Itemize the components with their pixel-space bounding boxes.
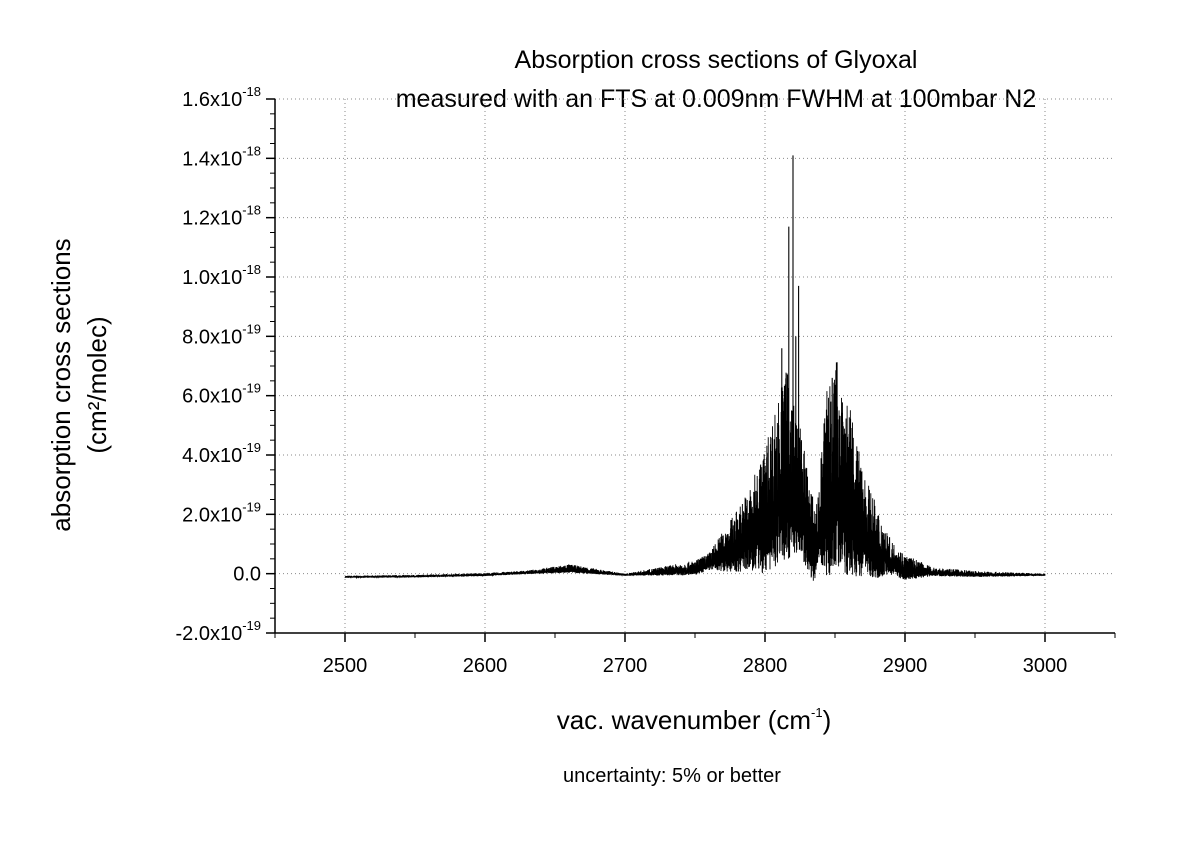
y-tick-exponent: -19 [242, 321, 261, 336]
data-series [344, 155, 1046, 581]
y-tick-label: 1.4x10-18 [182, 143, 261, 170]
y-tick-exponent: -18 [242, 262, 261, 277]
x-tick-labels: 2500 2600 2700 2800 2900 3000 [323, 655, 1068, 677]
x-tick-label: 2900 [883, 655, 928, 677]
axes [266, 98, 1116, 642]
y-tick-mantissa: 6.0x10 [182, 386, 242, 408]
y-tick-label: 1.2x10-18 [182, 203, 261, 230]
x-tick-label: 2800 [743, 655, 788, 677]
y-tick-exponent: -18 [242, 84, 261, 99]
x-axis-label-text: vac. wavenumber (cm [557, 705, 811, 735]
y-tick-mantissa: 1.2x10 [182, 208, 242, 230]
y-tick-label: 1.6x10-18 [182, 84, 261, 111]
x-tick-label: 2700 [603, 655, 648, 677]
y-tick-mantissa: 1.0x10 [182, 267, 242, 289]
y-tick-label: 4.0x10-19 [182, 440, 261, 467]
y-tick-exponent: -19 [242, 618, 261, 633]
y-axis-label-line-1: absorption cross sections [46, 238, 76, 531]
y-tick-label: 6.0x10-19 [182, 381, 261, 408]
y-tick-exponent: -18 [242, 143, 261, 158]
y-tick-mantissa: -2.0x10 [175, 623, 242, 645]
y-tick-label: 2.0x10-19 [182, 499, 261, 526]
grid [275, 98, 1115, 634]
y-tick-mantissa: 0.0 [233, 564, 261, 586]
y-tick-label: 1.0x10-18 [182, 262, 261, 289]
x-axis-label-exponent: -1 [811, 705, 823, 720]
y-tick-mantissa: 2.0x10 [182, 504, 242, 526]
y-tick-exponent: -18 [242, 203, 261, 218]
x-axis-label-close: ) [823, 705, 832, 735]
y-axis-label: absorption cross sections (cm²/molec) [46, 238, 112, 531]
x-axis-label: vac. wavenumber (cm-1) [557, 705, 832, 735]
y-tick-mantissa: 4.0x10 [182, 445, 242, 467]
y-tick-label: -2.0x10-19 [175, 618, 261, 645]
y-axis-label-line-2: (cm²/molec) [82, 316, 112, 453]
y-tick-mantissa: 8.0x10 [182, 326, 242, 348]
y-tick-exponent: -19 [242, 381, 261, 396]
chart-title: Absorption cross sections of Glyoxal [515, 46, 918, 74]
y-tick-mantissa: 1.6x10 [182, 89, 242, 111]
x-tick-label: 2600 [463, 655, 508, 677]
y-tick-mantissa: 1.4x10 [182, 148, 242, 170]
y-tick-label: 8.0x10-19 [182, 321, 261, 348]
y-tick-exponent: -19 [242, 440, 261, 455]
y-tick-labels: -2.0x10-190.02.0x10-194.0x10-196.0x10-19… [175, 84, 261, 645]
y-tick-label: 0.0 [233, 564, 261, 586]
spectrum-line [344, 362, 1046, 581]
x-tick-label: 3000 [1023, 655, 1068, 677]
x-tick-label: 2500 [323, 655, 368, 677]
uncertainty-note: uncertainty: 5% or better [563, 765, 781, 787]
y-tick-exponent: -19 [242, 499, 261, 514]
